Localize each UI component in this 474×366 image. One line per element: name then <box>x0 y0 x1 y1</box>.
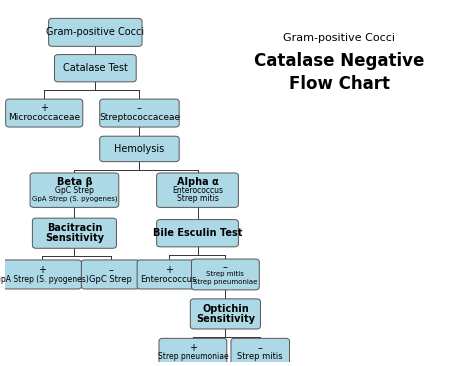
FancyBboxPatch shape <box>100 136 179 162</box>
Text: –: – <box>108 265 113 274</box>
Text: GpA Strep (S. pyogenes): GpA Strep (S. pyogenes) <box>0 275 89 284</box>
FancyBboxPatch shape <box>191 259 259 290</box>
Text: +: + <box>40 104 48 113</box>
FancyBboxPatch shape <box>30 173 119 208</box>
Text: Gram-positive Cocci: Gram-positive Cocci <box>46 27 145 37</box>
Text: Sensitivity: Sensitivity <box>196 314 255 324</box>
FancyBboxPatch shape <box>137 260 201 289</box>
FancyBboxPatch shape <box>231 338 290 366</box>
Text: +: + <box>189 343 197 353</box>
Text: Streptococcaceae: Streptococcaceae <box>99 113 180 122</box>
Text: –: – <box>258 343 263 353</box>
Text: Bile Esculin Test: Bile Esculin Test <box>153 228 242 238</box>
Text: Beta β: Beta β <box>56 177 92 187</box>
Text: Micrococcaceae: Micrococcaceae <box>8 113 80 122</box>
Text: Enterococcus: Enterococcus <box>172 186 223 195</box>
Text: Strep pneumoniae: Strep pneumoniae <box>193 279 257 285</box>
Text: Alpha α: Alpha α <box>177 177 219 187</box>
Text: Catalase Negative: Catalase Negative <box>254 52 424 70</box>
Text: Enterococcus: Enterococcus <box>140 275 197 284</box>
FancyBboxPatch shape <box>156 173 238 208</box>
Text: –: – <box>223 262 228 272</box>
Text: Hemolysis: Hemolysis <box>114 144 164 154</box>
Text: GpC Strep: GpC Strep <box>89 275 132 284</box>
FancyBboxPatch shape <box>156 220 238 247</box>
Text: GpC Strep: GpC Strep <box>55 186 94 195</box>
Text: Strep mitis: Strep mitis <box>207 272 244 277</box>
FancyBboxPatch shape <box>6 99 83 127</box>
Text: GpA Strep (S. pyogenes): GpA Strep (S. pyogenes) <box>32 195 117 202</box>
Text: Strep pneumoniae: Strep pneumoniae <box>157 352 228 362</box>
Text: Sensitivity: Sensitivity <box>45 233 104 243</box>
FancyBboxPatch shape <box>159 338 227 366</box>
Text: +: + <box>165 265 173 274</box>
Text: Catalase Test: Catalase Test <box>63 63 128 73</box>
Text: Bacitracin: Bacitracin <box>47 223 102 233</box>
FancyBboxPatch shape <box>32 218 117 248</box>
Text: Flow Chart: Flow Chart <box>289 75 390 93</box>
FancyBboxPatch shape <box>2 260 82 289</box>
Text: Optichin: Optichin <box>202 304 249 314</box>
Text: +: + <box>38 265 46 274</box>
Text: Strep mitis: Strep mitis <box>237 352 283 362</box>
Text: –: – <box>137 104 142 113</box>
FancyBboxPatch shape <box>55 55 136 82</box>
FancyBboxPatch shape <box>191 299 260 329</box>
FancyBboxPatch shape <box>82 260 140 289</box>
FancyBboxPatch shape <box>100 99 179 127</box>
Text: Strep mitis: Strep mitis <box>177 194 219 203</box>
Text: Gram-positive Cocci: Gram-positive Cocci <box>283 33 395 43</box>
FancyBboxPatch shape <box>49 18 142 46</box>
